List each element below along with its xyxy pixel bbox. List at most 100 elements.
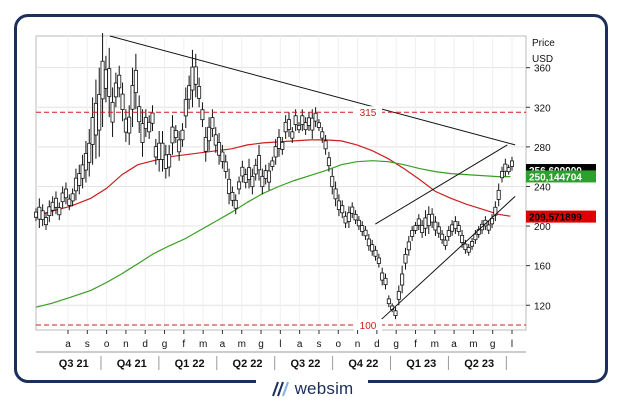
candle-body: [423, 217, 428, 229]
candle: [70, 188, 75, 207]
candle: [353, 210, 358, 225]
candle-body: [230, 192, 235, 201]
candle-body: [253, 164, 258, 175]
month-label: o: [104, 339, 110, 350]
candle: [290, 127, 295, 143]
candle-body: [336, 200, 341, 211]
candle-body: [187, 85, 192, 100]
candle-body: [60, 192, 65, 203]
month-label: o: [335, 339, 341, 350]
candle: [286, 112, 291, 137]
candle-body: [383, 277, 388, 286]
month-label: l: [279, 339, 281, 350]
candle: [370, 239, 375, 256]
candle-body: [306, 117, 311, 126]
candle-body: [120, 93, 125, 110]
candle-body: [103, 69, 108, 89]
candle-body: [473, 233, 478, 241]
candle-body: [393, 310, 398, 316]
month-label: m: [199, 339, 207, 350]
candle: [200, 102, 205, 128]
candle: [430, 208, 435, 229]
candle-body: [406, 241, 411, 251]
candle-body: [237, 181, 242, 190]
month-label: a: [65, 339, 71, 350]
candle-body: [263, 170, 268, 179]
candle: [280, 136, 285, 155]
month-label: m: [469, 339, 477, 350]
candle: [356, 216, 361, 231]
candle: [123, 109, 128, 142]
candle-body: [376, 257, 381, 264]
candle: [77, 164, 82, 195]
candle: [87, 129, 92, 177]
candle: [310, 109, 315, 139]
quarter-label: Q4 21: [117, 358, 147, 370]
candle-body: [160, 142, 165, 160]
candle-body: [360, 225, 365, 232]
candle-body: [506, 167, 511, 173]
candle: [217, 133, 222, 165]
candle: [406, 235, 411, 256]
candle: [323, 134, 328, 155]
candle-body: [200, 109, 205, 121]
candle-body: [396, 290, 401, 300]
candle: [400, 265, 405, 294]
candle: [60, 186, 65, 209]
candle-body: [220, 151, 225, 162]
candle-body: [53, 197, 58, 208]
candle-body: [443, 239, 448, 247]
price-tag-bg: [526, 170, 596, 183]
candle-body: [183, 99, 188, 117]
candle-body: [40, 210, 45, 220]
candle-body: [177, 139, 182, 153]
candle: [493, 201, 498, 222]
candle: [207, 117, 212, 151]
candle: [37, 198, 42, 229]
candle-body: [463, 243, 468, 251]
candle: [240, 160, 245, 183]
candle: [160, 131, 165, 172]
candle-body: [400, 273, 405, 286]
month-label: g: [490, 339, 496, 350]
candle-body: [123, 118, 128, 133]
candle: [436, 222, 441, 238]
candle: [506, 164, 511, 175]
candle: [500, 166, 505, 183]
candle: [113, 72, 118, 108]
quarter-label: Q3 21: [59, 358, 89, 370]
candle-body: [50, 201, 55, 211]
candle-body: [207, 126, 212, 142]
candle: [386, 295, 391, 308]
candle-body: [366, 238, 371, 247]
candle: [197, 77, 202, 108]
candle-body: [113, 82, 118, 98]
candle: [180, 123, 185, 147]
candle: [267, 162, 272, 191]
candle-body: [63, 188, 68, 199]
candle-body: [133, 70, 138, 94]
month-label: s: [316, 339, 321, 350]
candle: [360, 221, 365, 236]
candle: [496, 183, 501, 207]
candle: [263, 164, 268, 185]
candle: [446, 226, 451, 241]
candle-body: [47, 206, 52, 216]
candle-body: [426, 214, 431, 227]
quarter-label: Q3 22: [290, 358, 320, 370]
candle-body: [57, 207, 62, 216]
candle-body: [320, 131, 325, 139]
candle-body: [70, 193, 75, 202]
candle: [67, 194, 72, 211]
trendline: [375, 144, 508, 225]
candle-body: [100, 60, 105, 100]
candle: [340, 200, 345, 219]
candle-body: [430, 213, 435, 223]
brand-name: websim: [294, 379, 354, 398]
level-label-bg: [354, 319, 382, 332]
candle: [453, 216, 458, 234]
candle-body: [130, 85, 135, 110]
candle-body: [190, 66, 195, 91]
candle-body: [283, 121, 288, 133]
